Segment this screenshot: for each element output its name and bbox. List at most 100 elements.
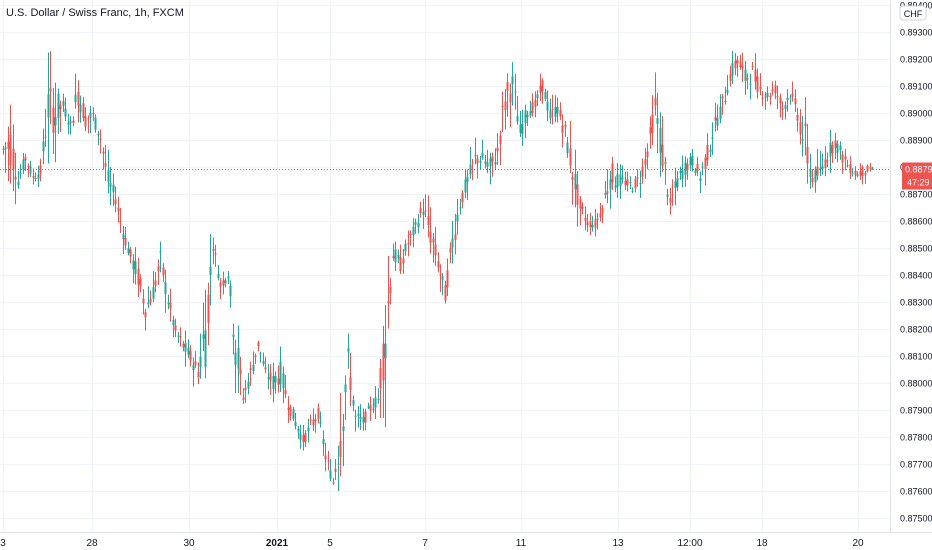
- candle: [679, 166, 682, 181]
- candle-body: [234, 352, 237, 365]
- price-tick-label: 0.89300: [900, 28, 932, 38]
- candle: [786, 89, 789, 112]
- candle: [779, 93, 782, 118]
- candle-body: [72, 120, 75, 124]
- candle: [234, 339, 237, 394]
- candle-body: [521, 123, 524, 134]
- candle-body: [681, 170, 684, 180]
- candle: [661, 116, 664, 173]
- candle: [367, 402, 370, 410]
- candle-body: [257, 342, 260, 347]
- candle-body: [194, 361, 197, 365]
- candle: [14, 152, 17, 205]
- candle: [724, 86, 727, 105]
- candle: [846, 159, 849, 168]
- candle-body: [566, 142, 569, 154]
- candle: [509, 83, 512, 127]
- price-tick-label: 0.88000: [900, 379, 932, 389]
- candle-body: [217, 273, 220, 278]
- candle-body: [704, 157, 707, 170]
- candle: [756, 68, 759, 99]
- candle-body: [749, 83, 752, 85]
- currency-badge[interactable]: CHF: [899, 5, 927, 21]
- candle-body: [394, 249, 397, 263]
- candle: [237, 325, 240, 394]
- candle-body: [459, 207, 462, 209]
- candle-body: [239, 368, 242, 375]
- candle: [192, 357, 195, 387]
- candle: [636, 169, 639, 187]
- candle: [127, 241, 130, 256]
- candle-body: [279, 361, 282, 384]
- candle-body: [591, 224, 594, 228]
- candle-body: [761, 97, 764, 99]
- candle: [604, 181, 607, 199]
- candle-body: [37, 174, 40, 179]
- candle-body: [104, 163, 107, 167]
- candle: [374, 386, 377, 420]
- candle-body: [471, 162, 474, 164]
- candle: [769, 92, 772, 105]
- candle: [761, 90, 764, 107]
- candle: [774, 80, 777, 100]
- candle-body: [616, 174, 619, 187]
- candle-body: [417, 222, 420, 228]
- candle: [499, 130, 502, 166]
- candle-body: [736, 59, 739, 64]
- candle: [759, 73, 762, 96]
- candle: [359, 404, 362, 430]
- candle: [821, 153, 824, 175]
- candle: [849, 156, 852, 179]
- candle: [177, 331, 180, 344]
- candle-body: [626, 179, 629, 186]
- candle: [631, 187, 634, 194]
- candle: [364, 408, 367, 431]
- candle: [491, 152, 494, 177]
- candle: [834, 132, 837, 160]
- candle-body: [664, 162, 667, 164]
- candle: [84, 107, 87, 132]
- candle-body: [22, 159, 25, 170]
- candle: [619, 164, 622, 199]
- candle: [154, 272, 157, 293]
- candle-body: [474, 155, 477, 157]
- candle-body: [34, 178, 37, 180]
- candle: [144, 308, 147, 331]
- candle: [489, 152, 492, 185]
- candle-body: [57, 93, 60, 119]
- candle: [137, 257, 140, 298]
- candle-body: [369, 404, 372, 411]
- candle-body: [114, 199, 117, 205]
- candle-body: [601, 208, 604, 214]
- candle-body: [314, 419, 317, 421]
- candle-body: [729, 74, 732, 81]
- candle: [64, 97, 67, 121]
- candle: [466, 169, 469, 201]
- candle-body: [784, 105, 787, 110]
- candle: [686, 158, 689, 180]
- candle: [292, 406, 295, 421]
- candle: [566, 136, 569, 158]
- candle: [746, 73, 749, 90]
- candle-body: [584, 217, 587, 221]
- candle-body: [694, 170, 697, 174]
- candle-body: [789, 97, 792, 99]
- candle-body: [209, 266, 212, 276]
- candle-body: [606, 191, 609, 194]
- candle: [232, 323, 235, 355]
- time-axis[interactable]: 3 28 30 2021 5 7 11 13 12:00 18 20: [0, 538, 864, 549]
- candle-body: [496, 147, 499, 152]
- candle: [77, 80, 80, 123]
- candle: [674, 167, 677, 206]
- candle-body: [454, 234, 457, 241]
- candle: [272, 362, 275, 403]
- candle-body: [439, 273, 442, 276]
- candle-body: [481, 152, 484, 158]
- price-axis[interactable]: 0.87500 0.87600 0.87700 0.87800 0.87900 0.880…: [900, 1, 932, 524]
- candle-body: [734, 60, 737, 69]
- candle: [716, 104, 719, 131]
- candle-body: [466, 176, 469, 182]
- candle: [352, 395, 355, 412]
- candle-body: [267, 377, 270, 379]
